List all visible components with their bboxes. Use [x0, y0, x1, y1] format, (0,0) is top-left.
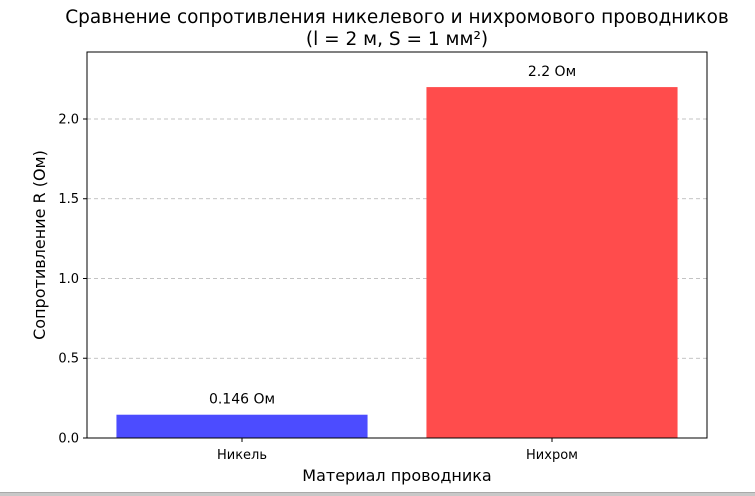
y-tick-label: 1.0 [58, 272, 79, 287]
y-gridlines [87, 118, 707, 359]
y-axis: 0.0 0.5 1.0 1.5 2.0 [58, 112, 87, 447]
x-tick-label: Нихром [526, 448, 578, 463]
plot-frame [86, 51, 708, 439]
data-labels: 0.146 Ом 2.2 Ом [209, 64, 576, 408]
data-label: 2.2 Ом [528, 64, 576, 80]
bars [116, 87, 678, 438]
x-axis-label: Материал проводника [302, 466, 491, 485]
bar-2 [426, 87, 678, 438]
y-tick-label: 2.0 [58, 112, 79, 127]
x-tick-label: Никель [217, 448, 267, 463]
bar-1 [116, 414, 368, 438]
y-tick-label: 1.5 [58, 192, 79, 207]
y-tick-label: 0.0 [58, 432, 79, 447]
window-bottom-border [0, 492, 755, 496]
y-tick-label: 0.5 [58, 352, 79, 367]
x-axis: Никель Нихром [217, 438, 578, 463]
chart-title-line-2: (l = 2 м, S = 1 мм²) [306, 29, 488, 50]
chart-title-line-1: Сравнение сопротивления никелевого и них… [65, 7, 729, 28]
data-label: 0.146 Ом [209, 392, 275, 408]
y-axis-label: Сопротивление R (Ом) [30, 150, 49, 340]
